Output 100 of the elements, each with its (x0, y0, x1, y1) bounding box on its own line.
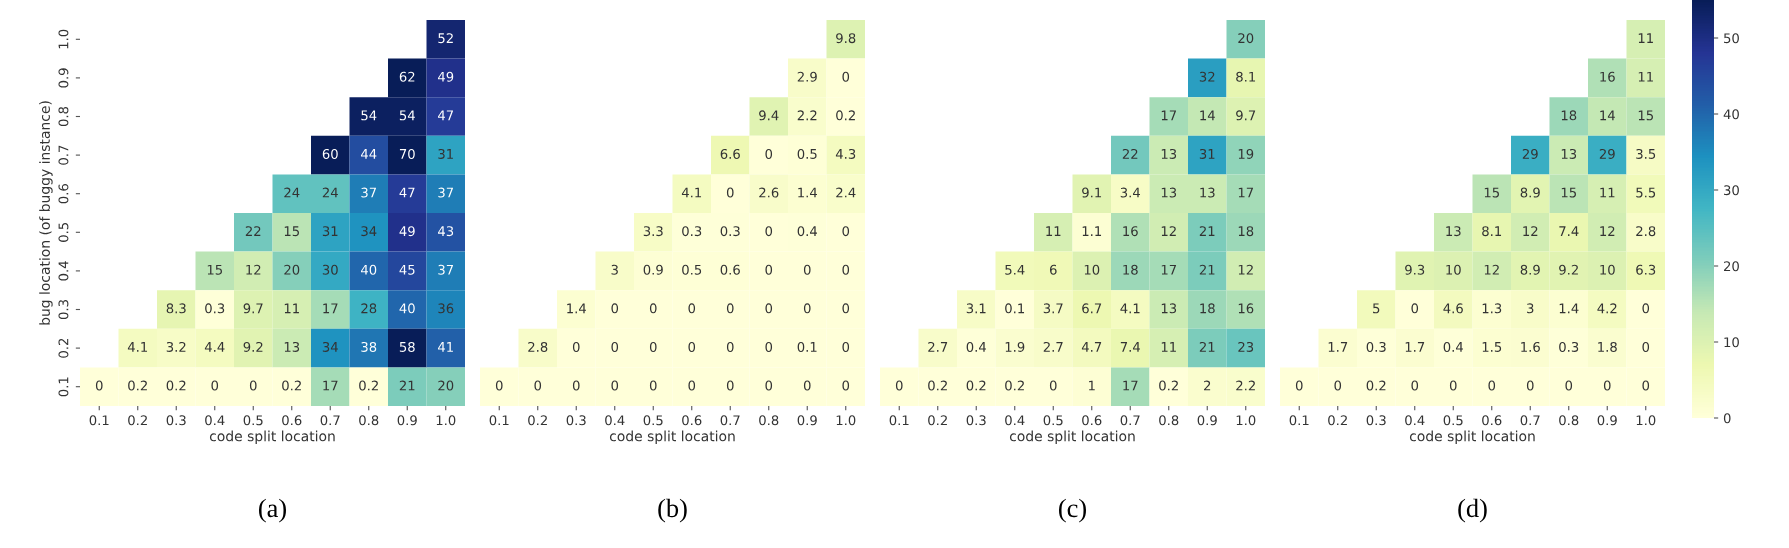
data-label: 11 (1046, 226, 1061, 236)
data-label: 13 (284, 341, 300, 352)
y-tick-label: 0.5 (58, 222, 69, 242)
data-label: 9.8 (836, 33, 856, 44)
data-label: 12 (1600, 226, 1615, 236)
data-label: 0 (842, 264, 850, 275)
data-label: 0.4 (797, 226, 817, 237)
y-tick-label: 0.2 (58, 338, 69, 358)
data-label: 0 (572, 341, 580, 352)
data-label: 0.1 (1005, 303, 1025, 314)
y-tick-label: 0.1 (58, 377, 69, 397)
data-label: 0 (611, 341, 619, 352)
x-tick-label: 0.7 (320, 415, 340, 426)
data-label: 9.7 (243, 303, 263, 314)
data-label: 38 (361, 341, 377, 352)
data-label: 6 (1049, 264, 1057, 275)
data-label: 15 (1484, 187, 1499, 198)
x-tick-label: 0.2 (928, 415, 947, 426)
data-label: 2.7 (928, 341, 948, 352)
x-tick-label: 0.2 (1328, 415, 1347, 426)
data-label: 4.1 (1120, 303, 1140, 314)
x-tick-label: 0.3 (966, 415, 986, 426)
x-tick-label: 0.6 (682, 415, 702, 426)
x-tick-label: 0.1 (89, 415, 109, 426)
data-label: 45 (399, 264, 415, 275)
data-label: 31 (438, 148, 453, 159)
x-tick-label: 0.5 (243, 415, 263, 426)
data-label: 0.2 (128, 380, 147, 391)
data-label: 10 (1084, 264, 1100, 275)
data-label: 1.4 (1559, 303, 1579, 314)
data-label: 0.9 (643, 264, 663, 275)
data-label: 4.6 (1443, 303, 1463, 314)
data-label: 0 (1411, 303, 1419, 314)
data-label: 31 (1199, 148, 1215, 159)
data-label: 0 (495, 380, 503, 391)
data-label: 1.9 (1005, 341, 1025, 352)
data-label: 40 (361, 264, 377, 275)
data-label: 43 (438, 226, 454, 237)
color-bar-label: 30 (1724, 185, 1739, 196)
data-label: 0.3 (720, 226, 740, 237)
data-label: 22 (245, 226, 261, 236)
data-label: 3.4 (1120, 187, 1140, 198)
data-label: 0 (765, 341, 773, 352)
x-tick-label: 0.9 (397, 415, 417, 426)
data-label: 2.2 (797, 110, 817, 121)
color-bar-label: 10 (1724, 337, 1739, 348)
data-label: 60 (322, 148, 338, 159)
data-label: 20 (1238, 33, 1254, 44)
y-tick-label: 1.0 (58, 29, 69, 49)
data-label: 0 (726, 303, 734, 314)
x-axis-title: code split location (1409, 430, 1535, 445)
x-tick-label: 0.8 (759, 415, 779, 426)
data-label: 21 (399, 380, 415, 391)
data-label: 0 (1526, 380, 1534, 391)
data-label: 2 (1204, 380, 1211, 391)
data-label: 9.1 (1082, 187, 1102, 198)
data-label: 1.7 (1328, 342, 1348, 352)
data-label: 1.8 (1598, 341, 1617, 352)
text: (a) (259, 498, 286, 523)
data-label: 0 (649, 303, 657, 314)
data-label: 7.4 (1120, 342, 1140, 352)
data-label: 0 (572, 380, 580, 391)
x-tick-label: 0.1 (489, 415, 509, 426)
data-label: 13 (1446, 226, 1461, 237)
data-label: 0 (1449, 380, 1457, 391)
data-label: 22 (1122, 148, 1138, 159)
data-label: 47 (399, 187, 415, 198)
x-tick-label: 1.0 (1636, 415, 1656, 426)
data-label: 0.2 (359, 380, 378, 391)
x-tick-label: 0.1 (889, 415, 909, 426)
data-label: 1.6 (1521, 341, 1540, 352)
x-tick-label: 0.3 (1366, 415, 1386, 426)
data-label: 0 (765, 226, 773, 237)
data-label: 5.4 (1005, 264, 1025, 275)
data-label: 47 (438, 110, 454, 121)
data-label: 12 (1238, 264, 1253, 275)
data-label: 15 (284, 226, 299, 237)
data-label: 2.4 (836, 187, 856, 198)
data-label: 0 (211, 380, 219, 391)
data-label: 0 (803, 303, 811, 314)
data-label: 0 (688, 380, 696, 391)
data-label: 0 (895, 380, 903, 391)
data-label: 4.2 (1597, 303, 1617, 314)
data-label: 0 (765, 303, 773, 314)
data-label: 18 (1123, 264, 1138, 275)
data-label: 1.3 (1482, 303, 1502, 314)
data-label: 12 (1161, 226, 1176, 236)
data-label: 2.9 (797, 71, 817, 82)
data-label: 6.3 (1636, 264, 1656, 275)
data-label: 16 (1238, 303, 1254, 314)
x-tick-label: 0.8 (359, 415, 379, 426)
data-label: 0.2 (966, 380, 986, 391)
data-label: 4.1 (681, 187, 702, 198)
data-label: 8.1 (1236, 71, 1256, 82)
x-tick-label: 0.8 (1559, 415, 1579, 426)
data-label: 0.2 (1005, 380, 1024, 391)
x-tick-label: 0.1 (1289, 415, 1309, 426)
data-label: 0.5 (797, 148, 817, 159)
data-label: 0.2 (928, 380, 947, 391)
data-label: 18 (1200, 303, 1215, 314)
